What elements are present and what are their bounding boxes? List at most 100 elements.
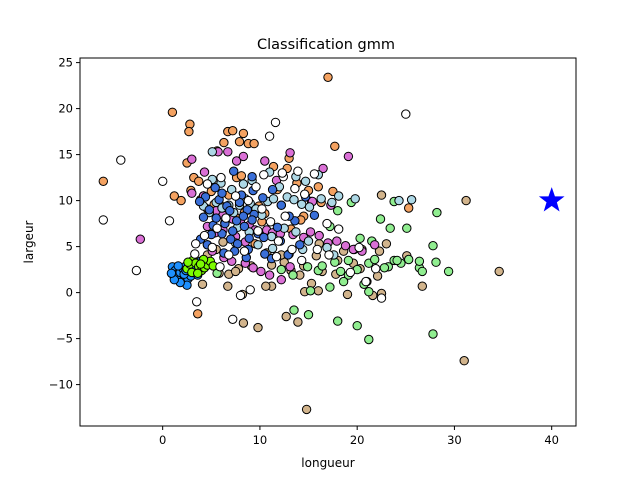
data-point xyxy=(364,334,374,345)
data-point xyxy=(158,176,168,187)
data-point xyxy=(370,254,380,265)
data-point xyxy=(267,243,278,254)
data-point xyxy=(330,141,340,152)
y-tick-label: 15 xyxy=(58,148,73,162)
data-point xyxy=(443,266,454,277)
data-point xyxy=(257,204,267,214)
data-point xyxy=(238,151,249,162)
data-point xyxy=(202,179,213,189)
data-point xyxy=(317,261,327,271)
data-point xyxy=(167,107,178,118)
data-point xyxy=(293,166,303,176)
x-tick-label: 20 xyxy=(350,433,365,447)
data-point xyxy=(253,240,263,250)
data-point xyxy=(98,215,109,225)
data-point xyxy=(343,255,354,266)
data-point xyxy=(428,329,438,339)
data-point xyxy=(193,309,203,319)
data-point xyxy=(116,155,126,165)
data-point xyxy=(166,268,177,278)
data-point xyxy=(404,203,414,213)
y-tick-label: −5 xyxy=(56,332,73,346)
star-marker xyxy=(538,187,565,212)
data-point xyxy=(277,168,287,178)
data-point xyxy=(264,270,275,280)
data-point xyxy=(238,318,249,328)
data-point xyxy=(309,169,320,179)
data-point xyxy=(300,189,310,199)
data-point xyxy=(459,356,469,366)
data-point xyxy=(417,281,427,291)
data-point xyxy=(290,183,300,194)
data-point xyxy=(260,156,270,166)
y-tick-label: 25 xyxy=(58,56,73,70)
data-point xyxy=(305,227,316,237)
data-point xyxy=(226,234,236,244)
data-point xyxy=(288,270,298,280)
data-point xyxy=(273,236,284,246)
data-point xyxy=(195,259,206,269)
data-point xyxy=(253,226,263,236)
data-point xyxy=(355,233,365,244)
data-point xyxy=(343,151,354,162)
data-point xyxy=(239,246,250,256)
data-point xyxy=(345,267,356,278)
data-point xyxy=(207,242,218,253)
data-point xyxy=(238,179,249,189)
data-point xyxy=(276,275,286,285)
data-point xyxy=(260,249,270,259)
data-point xyxy=(231,216,242,226)
data-point xyxy=(323,72,333,83)
data-point xyxy=(176,195,186,206)
data-point xyxy=(259,232,269,243)
data-point xyxy=(197,279,208,289)
data-point xyxy=(190,249,200,259)
data-point xyxy=(235,290,246,301)
data-point xyxy=(417,266,427,277)
data-point xyxy=(248,263,258,273)
data-point xyxy=(303,310,314,320)
data-point xyxy=(243,195,254,206)
data-point xyxy=(318,163,328,174)
data-point xyxy=(394,195,404,206)
data-point xyxy=(192,297,202,307)
data-point xyxy=(228,226,238,236)
data-point xyxy=(184,126,194,137)
data-point xyxy=(381,239,392,249)
plot-frame xyxy=(79,57,577,427)
data-point xyxy=(230,191,241,201)
data-point xyxy=(338,276,349,287)
data-point xyxy=(271,252,282,262)
x-tick-label: 10 xyxy=(253,433,268,447)
data-point xyxy=(199,230,210,241)
data-point xyxy=(402,223,412,233)
data-point xyxy=(313,286,323,296)
data-point xyxy=(267,184,278,195)
data-point xyxy=(370,240,380,250)
data-point xyxy=(272,222,283,233)
data-point xyxy=(215,262,225,272)
y-tick-label: 20 xyxy=(58,102,73,116)
data-point xyxy=(276,200,286,210)
data-point xyxy=(256,266,266,277)
data-point xyxy=(324,250,334,260)
y-axis-ticks: −10 −5 0 5 10 15 20 25 xyxy=(49,56,80,392)
data-point xyxy=(291,227,301,237)
data-point xyxy=(131,265,142,276)
marker-layer xyxy=(538,187,565,212)
data-point xyxy=(295,240,305,250)
chart-title: Classification gmm xyxy=(257,37,395,53)
data-point xyxy=(401,109,411,119)
data-point xyxy=(301,404,312,415)
data-point xyxy=(334,191,344,201)
data-point xyxy=(392,255,402,266)
data-point xyxy=(230,266,241,277)
data-point xyxy=(297,255,307,266)
data-point xyxy=(187,154,197,164)
points-layer xyxy=(98,72,504,415)
data-point xyxy=(253,322,263,333)
data-point xyxy=(352,321,362,331)
data-point xyxy=(303,236,314,246)
